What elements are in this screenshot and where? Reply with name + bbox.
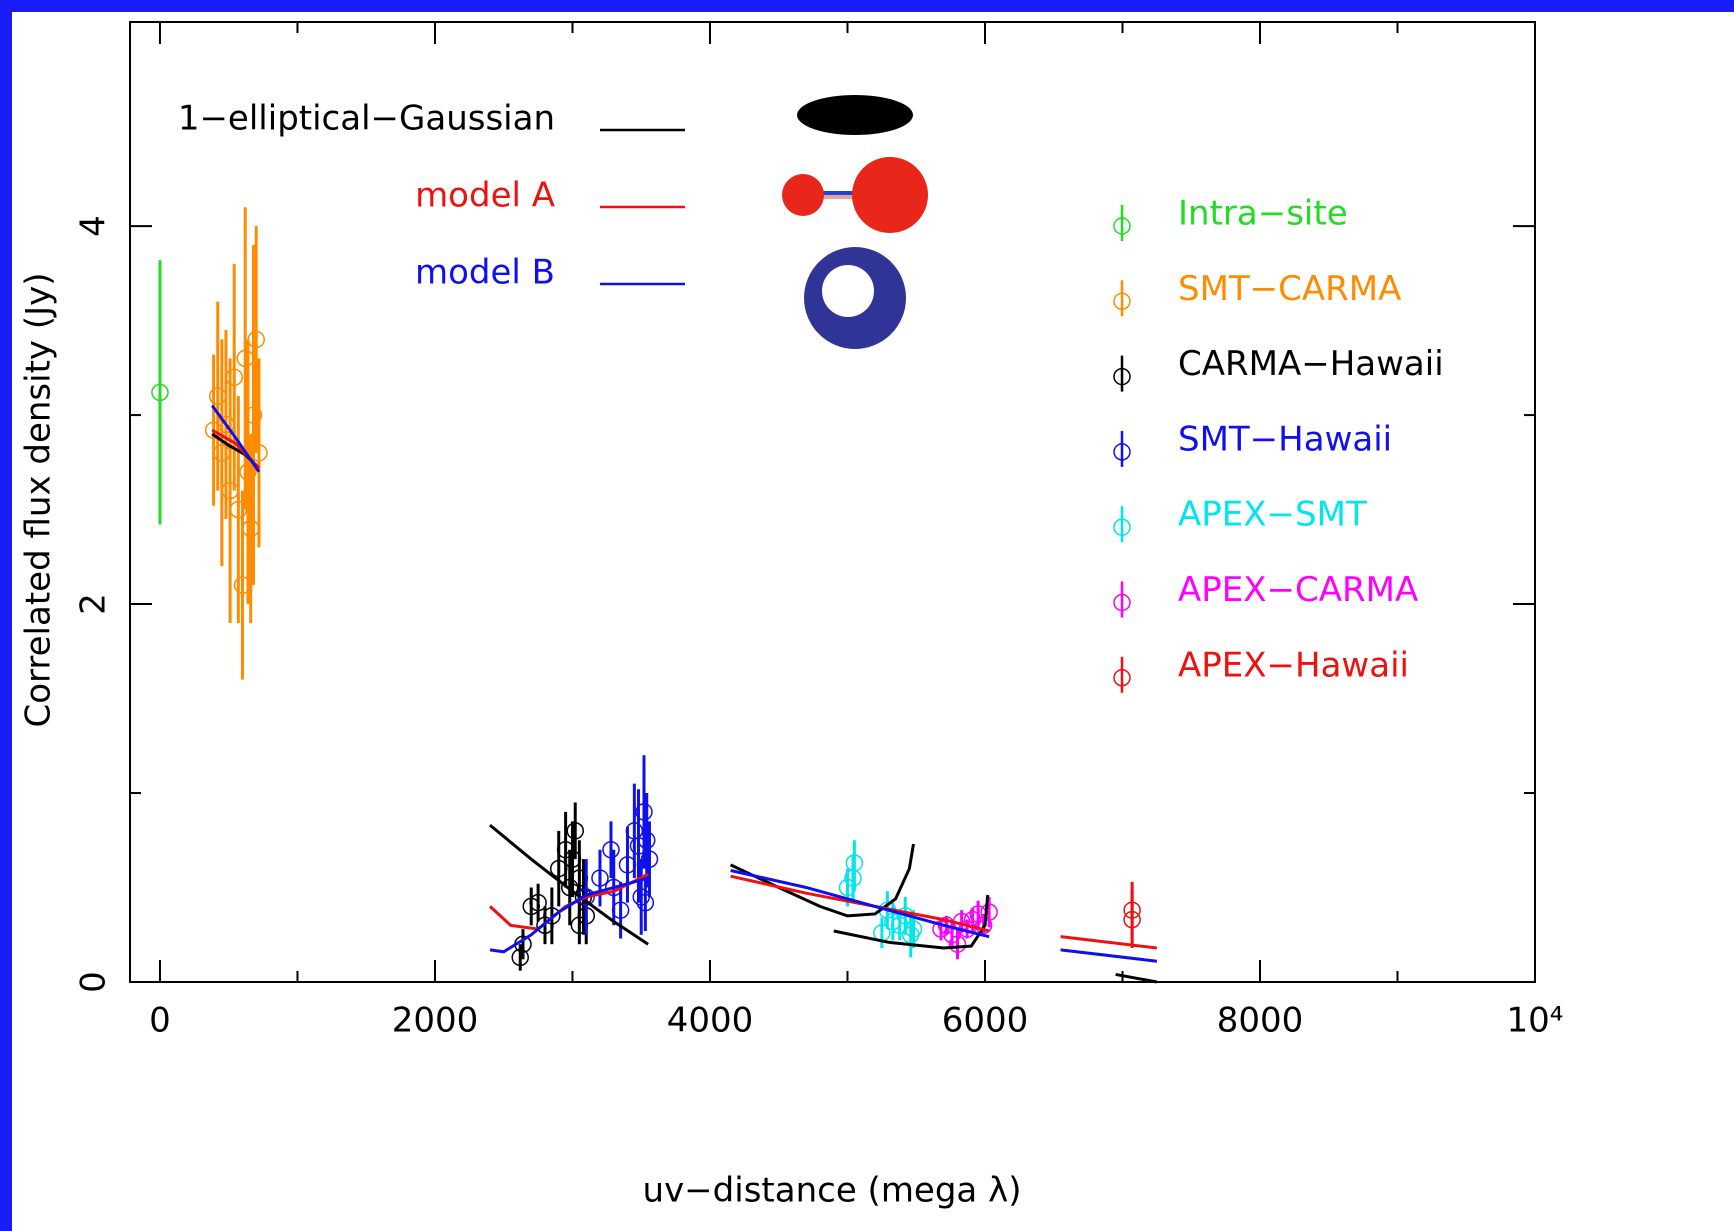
legend-marker (1113, 367, 1131, 386)
legend-label: SMT−CARMA (1178, 269, 1401, 309)
y-axis-label: Correlated flux density (Jy) (19, 272, 59, 727)
data-point (529, 893, 547, 912)
data-point (511, 948, 529, 967)
model-a-shape (852, 157, 928, 233)
legend-label: CARMA−Hawaii (1178, 344, 1444, 384)
data-point (247, 330, 265, 349)
data-point (151, 383, 169, 402)
model-a-link (815, 191, 865, 195)
legend-marker (1113, 443, 1131, 461)
model-b-hole (822, 265, 874, 317)
data-point (250, 444, 268, 462)
data-point (225, 368, 243, 387)
data-point (637, 831, 656, 850)
model-legend-label: model B (415, 253, 555, 293)
legend-label: SMT−Hawaii (1178, 419, 1392, 459)
model-legend-label: model A (415, 176, 555, 216)
data-point (591, 869, 609, 887)
data-point (1123, 910, 1141, 929)
legend-label: Intra−site (1178, 194, 1348, 234)
y-tick-label: 4 (74, 215, 114, 237)
x-tick-label: 8000 (1217, 1001, 1304, 1041)
data-point (543, 907, 561, 925)
data-point (239, 463, 257, 481)
model-legend-label: 1−elliptical−Gaussian (178, 99, 555, 139)
legend-marker (1113, 593, 1131, 612)
legend-label: APEX−CARMA (1178, 570, 1418, 610)
data-point (640, 850, 659, 868)
data-point (560, 878, 579, 897)
gaussian-shape (797, 95, 913, 135)
model-curve (211, 432, 1158, 984)
x-tick-label: 10⁴ (1507, 1001, 1564, 1041)
plot-frame (129, 21, 1536, 983)
model-a-shape (782, 174, 824, 216)
data-point (566, 822, 584, 840)
legend-marker (1113, 292, 1131, 311)
data-point (980, 903, 998, 921)
model-curve (211, 404, 1158, 963)
x-tick-label: 4000 (667, 1001, 754, 1041)
data-point (838, 878, 857, 897)
data-point (636, 893, 655, 912)
x-axis-label: uv−distance (mega λ) (643, 1171, 1022, 1211)
data-point (890, 916, 909, 935)
y-tick-label: 2 (74, 593, 114, 615)
data-point (845, 854, 864, 872)
data-point (244, 406, 263, 424)
data-point (904, 920, 923, 938)
data-point (635, 803, 653, 821)
data-point (611, 901, 630, 919)
data-point (932, 920, 950, 938)
x-tick-label: 0 (149, 1001, 171, 1041)
legend-marker (1113, 217, 1131, 235)
x-tick-label: 6000 (942, 1001, 1029, 1041)
legend-marker (1113, 669, 1131, 687)
legend-marker (1113, 518, 1131, 536)
y-tick-label: 0 (74, 971, 114, 993)
legend-label: APEX−Hawaii (1178, 645, 1409, 685)
data-point (948, 935, 967, 953)
data-point (602, 840, 620, 859)
legend-label: APEX−SMT (1178, 495, 1367, 535)
x-tick-label: 2000 (392, 1001, 479, 1041)
